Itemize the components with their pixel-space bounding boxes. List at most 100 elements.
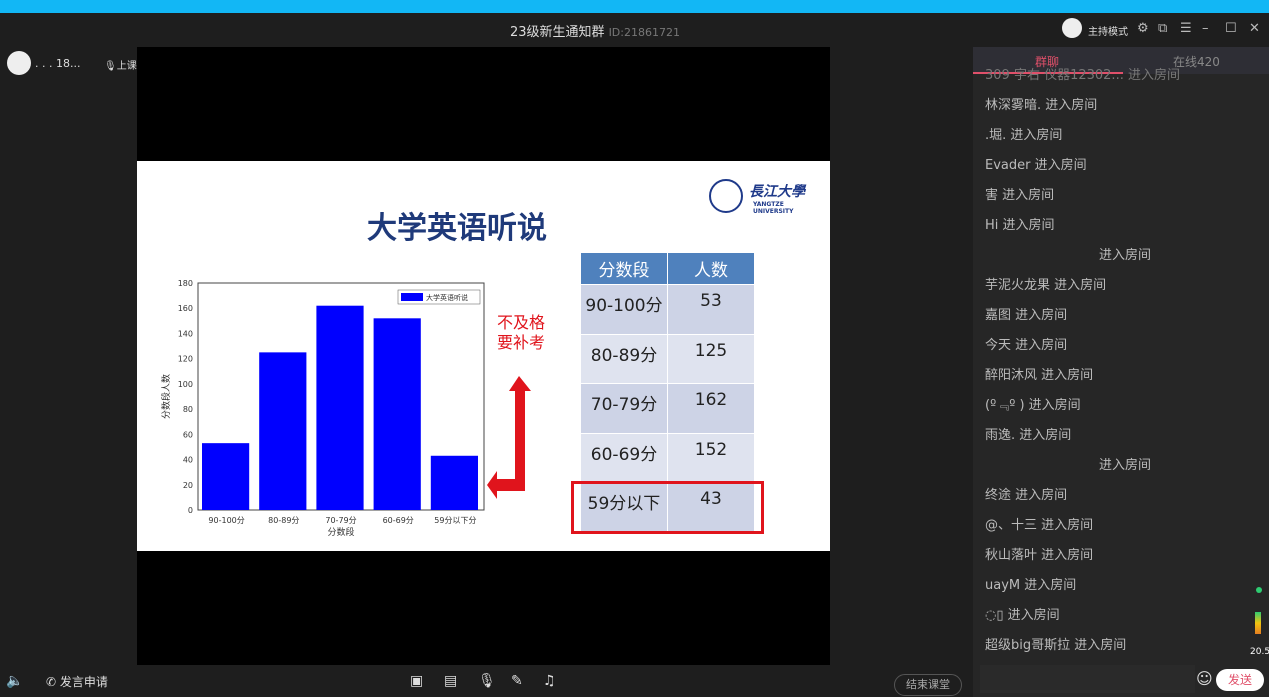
bottom-toolbar: 🔈 ✆ 发言申请 ▣ ▤ 🎙 ✎ ♫ 结束课堂 — [0, 665, 973, 697]
table-row: 60-69分 152 — [580, 432, 755, 483]
phone-icon: ✆ — [46, 675, 57, 689]
os-top-bar — [0, 0, 1269, 13]
chat-message: .堀. 进入房间 — [985, 128, 1063, 143]
note-line2: 要补考 — [497, 333, 546, 352]
chat-message: 终途 进入房间 — [985, 488, 1068, 503]
logo-text: 長江大學 — [749, 184, 805, 200]
avatar[interactable] — [1062, 18, 1082, 38]
highlight-box — [571, 481, 764, 534]
tab-online[interactable]: 在线420 — [1173, 55, 1220, 69]
host-mode-label[interactable]: 主持模式 — [1088, 27, 1128, 38]
bar — [259, 352, 307, 510]
cell: 162 — [667, 383, 755, 434]
bar — [430, 455, 478, 510]
settings-icon[interactable]: ⚙ — [1137, 21, 1149, 36]
slide-title: 大学英语听说 — [367, 211, 547, 246]
y-tick-label: 160 — [178, 304, 193, 313]
score-table: 分数段 人数 90-100分 53 80-89分 125 70-79分 162 60-6… — [580, 252, 755, 533]
chat-message: 进入房间 — [1098, 458, 1151, 473]
x-axis-label: 分数段 — [327, 526, 354, 538]
microphone-icon[interactable]: 🎙 — [478, 673, 496, 689]
y-tick-label: 180 — [178, 279, 193, 288]
close-icon[interactable]: ✕ — [1249, 21, 1260, 36]
chat-message: 醉阳沐风 进入房间 — [985, 368, 1094, 383]
send-button[interactable]: 发送 — [1216, 669, 1264, 691]
emoji-icon[interactable]: ☺ — [1196, 669, 1213, 688]
cell: 53 — [667, 284, 755, 335]
maximize-icon[interactable]: ☐ — [1225, 21, 1237, 36]
speak-request-label: 发言申请 — [59, 675, 108, 689]
bar-chart: 0 20 40 60 80 100 120 140 160 180 90-100分 80-89分 70-… — [160, 279, 485, 538]
x-tick-label: 70-79分 — [325, 516, 356, 525]
red-arrow-icon — [487, 376, 531, 499]
y-tick-label: 40 — [183, 456, 193, 465]
bar — [373, 318, 421, 510]
bar — [202, 443, 250, 510]
mic-icon: 🎙 — [104, 61, 117, 72]
chat-panel: 群聊 在线420 309 字右 仪器12302... 进入房间 林深雾暗. 进入房… — [973, 47, 1269, 697]
chat-message: 秋山落叶 进入房间 — [985, 548, 1094, 563]
y-tick-label: 60 — [183, 430, 193, 439]
end-class-button[interactable]: 结束课堂 — [894, 674, 962, 696]
cell: 60-69分 — [580, 432, 668, 483]
chat-input[interactable] — [980, 665, 1195, 693]
menu-icon[interactable]: ☰ — [1180, 21, 1192, 36]
fail-note: 不及格 要补考 — [497, 313, 545, 353]
chat-message: 芋泥火龙果 进入房间 — [985, 278, 1107, 293]
table-row: 80-89分 125 — [580, 333, 755, 384]
y-tick-label: 140 — [178, 329, 193, 338]
edit-icon[interactable]: ✎ — [511, 673, 523, 689]
chat-message: (º﹃º ) 进入房间 — [985, 398, 1081, 413]
table-row: 59分以下 43 — [580, 482, 755, 533]
y-tick-label: 0 — [188, 506, 193, 515]
bar — [316, 305, 364, 510]
camera-icon[interactable]: ▣ — [410, 673, 424, 689]
group-id: ID:21861721 — [608, 26, 680, 39]
class-status: 🎙上课中 — [104, 57, 147, 72]
legend-label: 大学英语听说 — [426, 293, 468, 302]
cell: 125 — [667, 333, 755, 384]
y-tick-label: 100 — [178, 380, 193, 389]
cell: 70-79分 — [580, 383, 668, 434]
cell: 80-89分 — [580, 333, 668, 384]
speak-request-button[interactable]: ✆ 发言申请 — [46, 673, 108, 690]
minimize-icon[interactable]: – — [1202, 21, 1209, 36]
university-logo: 長江大學 YANGTZE UNIVERSITY — [709, 177, 819, 217]
legend-swatch — [401, 293, 423, 301]
note-line1: 不及格 — [497, 313, 546, 332]
music-icon[interactable]: ♫ — [543, 673, 556, 689]
table-row: 70-79分 162 — [580, 383, 755, 434]
net-speed: 20.5 — [1250, 647, 1269, 657]
chat-message: Evader 进入房间 — [985, 158, 1087, 173]
x-tick-label: 80-89分 — [268, 516, 299, 525]
status-dot — [1256, 587, 1262, 593]
header-count: 人数 — [667, 252, 755, 285]
presenter-name: . . . 18... — [35, 57, 81, 70]
cell: 43 — [667, 482, 755, 533]
chat-message: 林深雾暗. 进入房间 — [985, 98, 1098, 113]
group-name: 23级新生通知群 — [510, 25, 605, 40]
y-axis-label: 分数段人数 — [160, 374, 172, 419]
y-tick-label: 120 — [178, 355, 193, 364]
chat-message: 嘉图 进入房间 — [985, 308, 1068, 323]
tab-group-chat[interactable]: 群聊 — [1035, 55, 1060, 69]
y-tick-label: 20 — [183, 481, 193, 490]
x-tick-label: 59分以下分 — [434, 516, 476, 525]
message-list[interactable]: 309 字右 仪器12302... 进入房间 林深雾暗. 进入房间 .堀. 进入房间… — [985, 68, 1265, 661]
header-range: 分数段 — [580, 252, 668, 285]
speaker-icon[interactable]: 🔈 — [6, 673, 24, 689]
chat-message: ◌▯ 进入房间 — [985, 608, 1060, 623]
logo-subtext: YANGTZE UNIVERSITY — [753, 201, 794, 215]
popout-icon[interactable]: ⧉ — [1158, 21, 1168, 36]
chat-message: 雨逸. 进入房间 — [985, 428, 1072, 443]
table-row: 90-100分 53 — [580, 284, 755, 335]
screen-share-icon[interactable]: ▤ — [444, 673, 458, 689]
x-tick-label: 60-69分 — [383, 516, 414, 525]
chat-message: Hi 进入房间 — [985, 218, 1055, 233]
presentation-slide: 大学英语听说 長江大學 YANGTZE UNIVERSITY 0 20 40 60 80… — [137, 161, 830, 551]
active-tab-indicator — [973, 72, 1123, 74]
cell: 59分以下 — [580, 482, 668, 533]
x-tick-label: 90-100分 — [208, 516, 244, 525]
status-text: 上课中 — [116, 61, 147, 72]
presenter-avatar[interactable] — [7, 51, 31, 75]
